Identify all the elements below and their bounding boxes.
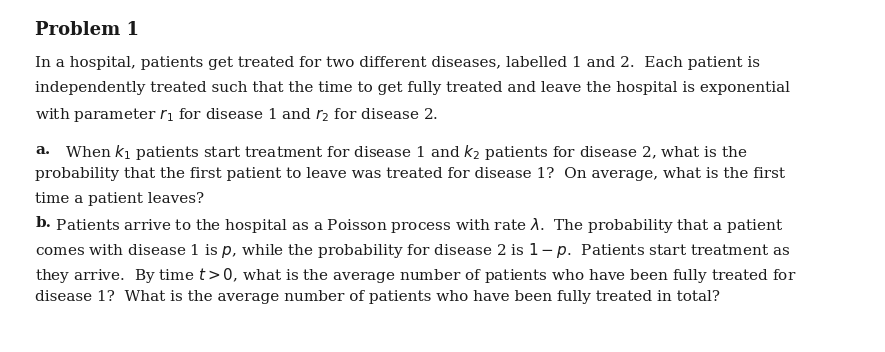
Text: independently treated such that the time to get fully treated and leave the hosp: independently treated such that the time…: [35, 81, 790, 95]
Text: probability that the first patient to leave was treated for disease 1?  On avera: probability that the first patient to le…: [35, 167, 785, 181]
Text: disease 1?  What is the average number of patients who have been fully treated i: disease 1? What is the average number of…: [35, 290, 720, 304]
Text: they arrive.  By time $t > 0$, what is the average number of patients who have b: they arrive. By time $t > 0$, what is th…: [35, 266, 796, 285]
Text: time a patient leaves?: time a patient leaves?: [35, 192, 204, 206]
Text: comes with disease 1 is $p$, while the probability for disease 2 is $1 - p$.  Pa: comes with disease 1 is $p$, while the p…: [35, 241, 790, 260]
Text: In a hospital, patients get treated for two different diseases, labelled 1 and 2: In a hospital, patients get treated for …: [35, 56, 760, 70]
Text: Patients arrive to the hospital as a Poisson process with rate $\lambda$.  The p: Patients arrive to the hospital as a Poi…: [51, 216, 784, 235]
Text: Problem 1: Problem 1: [35, 21, 140, 39]
Text: with parameter $r_1$ for disease 1 and $r_2$ for disease 2.: with parameter $r_1$ for disease 1 and $…: [35, 106, 438, 124]
Text: When $k_1$ patients start treatment for disease 1 and $k_2$ patients for disease: When $k_1$ patients start treatment for …: [50, 143, 747, 162]
Text: a.: a.: [35, 143, 50, 157]
Text: b.: b.: [35, 216, 51, 231]
